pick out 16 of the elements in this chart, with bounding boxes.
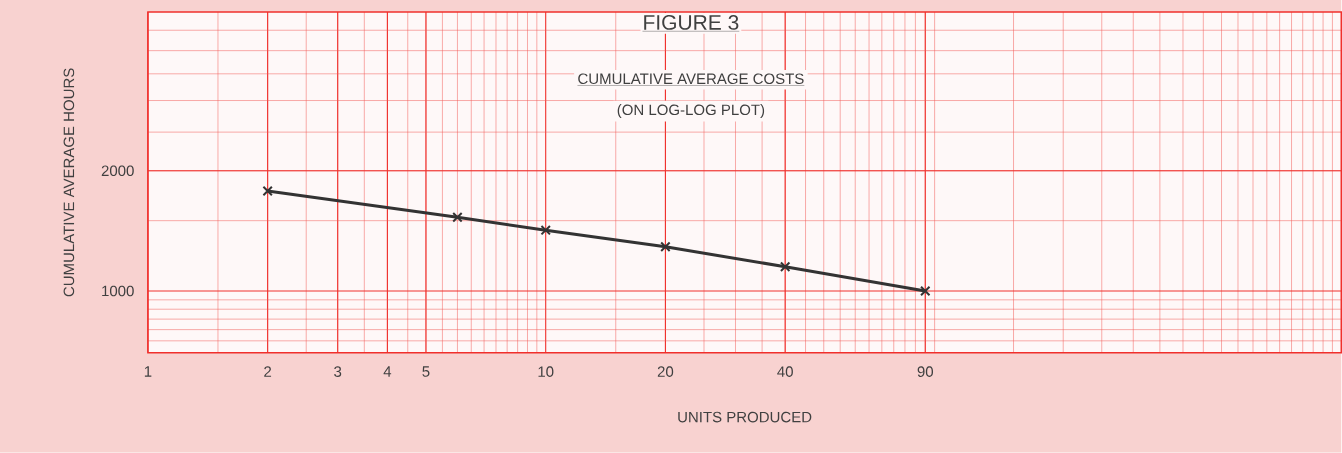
x-tick-label: 1 — [144, 366, 152, 377]
x-tick-label: 5 — [422, 366, 430, 377]
x-tick-label: 4 — [383, 366, 392, 377]
y-axis-title: CUMULATIVE AVERAGE HOURS — [63, 68, 75, 297]
x-tick-label: 2 — [264, 366, 272, 377]
x-tick-label: 10 — [538, 366, 554, 378]
y-tick-label: 1000 — [102, 285, 134, 297]
text: CUMULATIVE AVERAGE COSTS — [578, 73, 804, 85]
x-tick-label: 40 — [777, 366, 793, 378]
x-axis-title: UNITS PRODUCED — [678, 411, 812, 423]
y-tick-label: 2000 — [101, 165, 134, 177]
chart-title: FIGURE 3 — [644, 15, 739, 30]
annotation: (ON LOG-LOG PLOT) — [617, 104, 765, 119]
x-tick-label: 90 — [917, 366, 934, 378]
x-tick-label: 20 — [657, 366, 674, 378]
x-tick-label: 3 — [334, 366, 342, 378]
